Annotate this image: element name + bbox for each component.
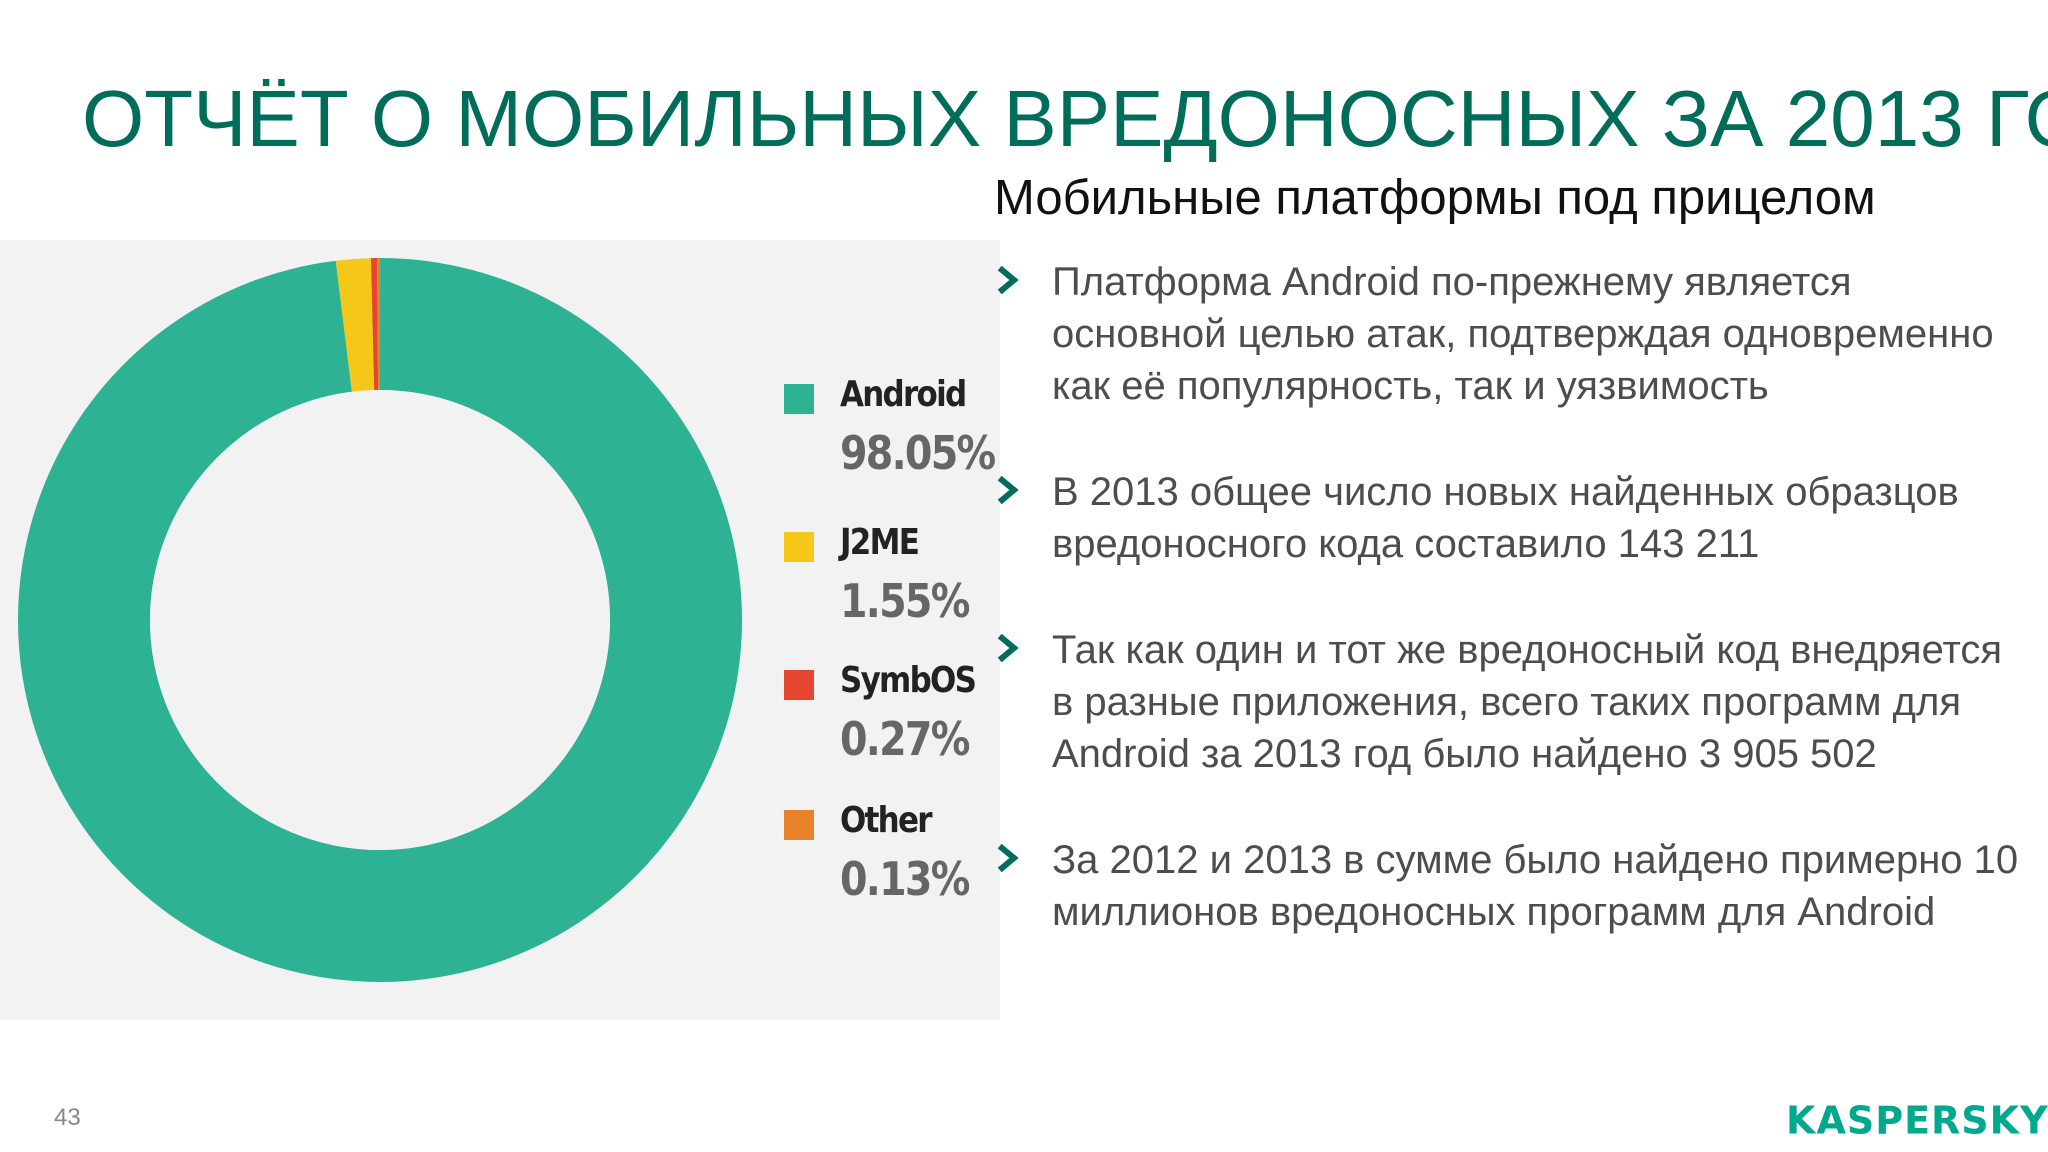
bullet-item: Платформа Android по-прежнему является о… bbox=[994, 256, 2034, 412]
bullet-text: Так как один и тот же вредоносный код вн… bbox=[1052, 628, 2003, 776]
logo-text: KASPERSKY bbox=[1786, 1098, 2048, 1143]
legend-label: Other bbox=[840, 800, 933, 841]
legend-value: 98.05% bbox=[840, 426, 996, 480]
donut-hole bbox=[150, 390, 610, 850]
legend-label: J2ME bbox=[840, 522, 920, 563]
slide-subtitle: Мобильные платформы под прицелом bbox=[994, 171, 1876, 225]
chevron-right-icon bbox=[997, 843, 1019, 873]
chevron-right-icon bbox=[997, 265, 1019, 295]
legend-label: Android bbox=[840, 374, 967, 415]
donut-chart bbox=[18, 258, 743, 983]
legend-swatch bbox=[784, 670, 814, 700]
bullet-item: В 2013 общее число новых найденных образ… bbox=[994, 466, 2034, 570]
bullet-item: За 2012 и 2013 в сумме было найдено прим… bbox=[994, 834, 2034, 938]
donut-slice-other bbox=[377, 258, 380, 391]
legend-value: 1.55% bbox=[840, 574, 970, 628]
legend-value: 0.27% bbox=[840, 712, 970, 766]
chart-legend: Android 98.05% J2ME 1.55% SymbOS 0.27% Other 0.… bbox=[0, 240, 1000, 1020]
page-number: 43 bbox=[54, 1104, 81, 1131]
donut-slice-symbos bbox=[370, 258, 379, 391]
legend-swatch bbox=[784, 384, 814, 414]
legend-label: SymbOS bbox=[840, 660, 977, 701]
bullet-text: Платформа Android по-прежнему является о… bbox=[1052, 260, 1994, 408]
donut-slice-android bbox=[18, 258, 743, 983]
bullet-text: За 2012 и 2013 в сумме было найдено прим… bbox=[1052, 838, 2019, 934]
bullet-text: В 2013 общее число новых найденных образ… bbox=[1052, 470, 1959, 566]
bullet-item: Так как один и тот же вредоносный код вн… bbox=[994, 624, 2034, 780]
slide-title: ОТЧЁТ О МОБИЛЬНЫХ ВРЕДОНОСНЫХ ЗА 2013 ГО… bbox=[82, 74, 2048, 163]
chevron-right-icon bbox=[997, 633, 1019, 663]
legend-swatch bbox=[784, 532, 814, 562]
bullet-list: Платформа Android по-прежнему является о… bbox=[994, 256, 2034, 992]
legend-swatch bbox=[784, 810, 814, 840]
legend-value: 0.13% bbox=[840, 852, 970, 906]
kaspersky-logo: KASPERSKYlab bbox=[1786, 1088, 2048, 1142]
chevron-right-icon bbox=[997, 475, 1019, 505]
donut-slice-j2me bbox=[335, 258, 375, 392]
donut-chart-panel: Android 98.05% J2ME 1.55% SymbOS 0.27% Other 0.… bbox=[0, 240, 1000, 1020]
